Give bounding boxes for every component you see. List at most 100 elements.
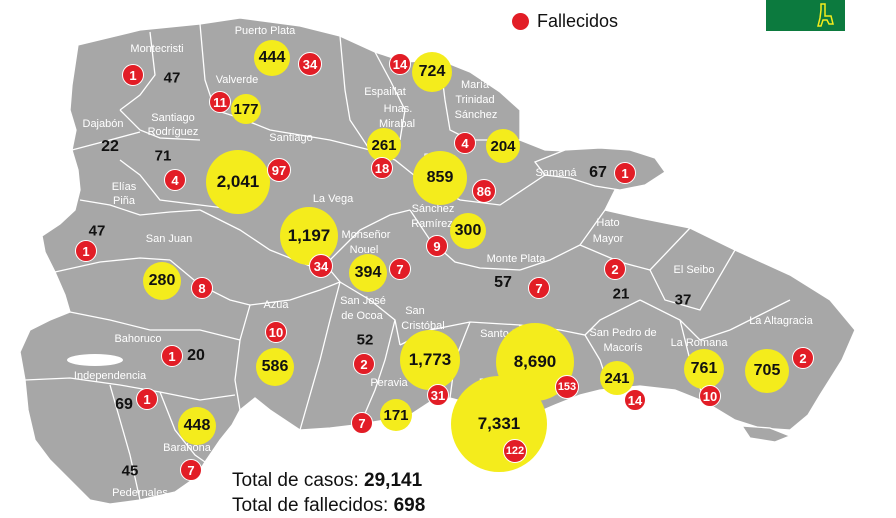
cases-bubble-valverde: 177 (231, 94, 261, 124)
total-cases-value: 29,141 (364, 470, 423, 491)
deaths-bubble-san-jose-de-ocoa: 2 (353, 353, 375, 375)
province-name-maria-trinidad-sanchez: María (461, 79, 490, 91)
deaths-bubble-espaillat: 14 (389, 53, 411, 75)
deaths-bubble-monsenor-nouel: 7 (389, 258, 411, 280)
deaths-bubble-distrito-nacional: 122 (503, 439, 527, 463)
deaths-bubble-duarte: 86 (472, 179, 496, 203)
province-name-barahona: Barahona (163, 442, 212, 454)
province-name-azua: Azua (263, 299, 289, 311)
cases-bubble-independencia: 69 (115, 396, 133, 413)
total-deaths-value: 698 (393, 495, 426, 516)
deaths-bubble-maria-trinidad-sanchez: 4 (454, 132, 476, 154)
brand-logo (766, 0, 845, 31)
cases-bubble-monte-plata: 57 (494, 274, 512, 291)
cases-bubble-maria-trinidad-sanchez: 204 (486, 129, 520, 163)
bird-logo-icon (817, 3, 834, 27)
province-name-dajabon: Dajabón (83, 118, 124, 130)
totals: Total de casos: 29,141 Total de fallecid… (232, 468, 425, 518)
deaths-bubble-peravia: 7 (351, 412, 373, 434)
province-name-elias-pina: Piña (113, 195, 136, 207)
cases-bubble-el-seibo: 37 (674, 291, 692, 309)
dominican-republic-map: Montecristi Puerto Plata Valverde Dajabón Sa… (19, 17, 856, 504)
deaths-bubble-bahoruco: 1 (161, 345, 183, 367)
deaths-bubble-monte-plata: 7 (528, 277, 550, 299)
legend: Fallecidos (512, 11, 618, 32)
province-name-san-cristobal: Cristóbal (401, 320, 444, 332)
total-cases-line: Total de casos: 29,141 (232, 468, 425, 493)
cases-bubble-san-juan: 280 (143, 262, 181, 300)
total-deaths-line: Total de fallecidos: 698 (232, 493, 425, 518)
province-name-valverde: Valverde (216, 74, 259, 86)
cases-bubble-unlabeled: 724 (412, 52, 452, 92)
province-name-la-altagracia: La Altagracia (749, 315, 813, 327)
cases-bubble-hnas-mirabal: 261 (367, 128, 401, 162)
province-name-independencia: Independencia (74, 370, 147, 382)
cases-bubble-distrito-nacional: 7,331 (451, 376, 547, 472)
province-name-maria-trinidad-sanchez: Trinidad (455, 94, 494, 106)
cases-bubble-san-cristobal: 1,773 (400, 330, 460, 390)
province-name-santiago: Santiago (269, 132, 312, 144)
province-name-bahoruco: Bahoruco (114, 333, 161, 345)
deaths-bubble-la-romana: 10 (699, 385, 721, 407)
province-name-san-jose-de-ocoa: San José (340, 295, 386, 307)
cases-bubble-montecristi: 47 (163, 69, 181, 87)
province-name-san-pedro-de-macoris: San Pedro de (589, 327, 656, 339)
deaths-bubble-samana: 1 (614, 162, 636, 184)
province-name-santiago-rodriguez: Santiago (151, 112, 194, 124)
province-name-la-vega: La Vega (313, 193, 354, 205)
cases-bubble-la-romana: 761 (684, 349, 724, 389)
province-name-la-romana: La Romana (671, 337, 729, 349)
total-cases-label: Total de casos: (232, 470, 359, 491)
deaths-bubble-santo-domingo: 153 (555, 375, 579, 399)
deaths-bubble-san-cristobal: 31 (427, 384, 449, 406)
province-name-peravia: Peravia (370, 377, 408, 389)
cases-bubble-monsenor-nouel: 394 (349, 254, 387, 292)
province-labels: Montecristi Puerto Plata Valverde Dajabón Sa… (74, 25, 814, 499)
province-name-hnas-mirabal: Hnas. (384, 103, 413, 115)
cases-bubble-san-pedro-de-macoris: 241 (600, 361, 634, 395)
province-name-montecristi: Montecristi (130, 43, 183, 55)
province-name-espaillat: Espaillat (364, 86, 406, 98)
deaths-bubble-santiago: 97 (267, 158, 291, 182)
province-name-hato-mayor: Mayor (593, 233, 624, 245)
province-name-monte-plata: Monte Plata (487, 253, 547, 265)
province-name-el-seibo: El Seibo (674, 264, 715, 276)
cases-bubble-santiago: 2,041 (206, 150, 270, 214)
deaths-legend-swatch (512, 13, 529, 30)
cases-bubble-duarte: 859 (413, 151, 467, 205)
deaths-bubble-hnas-mirabal: 18 (371, 157, 393, 179)
deaths-bubble-independencia: 1 (136, 388, 158, 410)
cases-bubble-hato-mayor: 21 (612, 285, 630, 303)
deaths-bubble-la-altagracia: 2 (792, 347, 814, 369)
province-name-san-cristobal: San (405, 305, 425, 317)
cases-bubble-peravia: 171 (380, 399, 412, 431)
cases-bubble-bahoruco: 20 (187, 347, 205, 364)
province-name-sanchez-ramirez: Sánchez (412, 203, 455, 215)
deaths-bubble-montecristi: 1 (122, 64, 144, 86)
province-name-san-juan: San Juan (146, 233, 192, 245)
province-name-maria-trinidad-sanchez: Sánchez (455, 109, 498, 121)
province-name-puerto-plata: Puerto Plata (235, 25, 296, 37)
province-name-pedernales: Pedernales (112, 487, 168, 499)
cases-bubble-barahona: 448 (178, 407, 216, 445)
deaths-bubble-san-pedro-de-macoris: 14 (624, 389, 646, 411)
deaths-bubble-hato-mayor: 2 (604, 258, 626, 280)
deaths-bubble-azua: 10 (265, 321, 287, 343)
deaths-bubble-santiago-rodriguez: 4 (164, 169, 186, 191)
cases-bubble-puerto-plata: 444 (254, 40, 290, 76)
province-name-san-jose-de-ocoa: de Ocoa (341, 310, 383, 322)
cases-bubble-elias-pina: 47 (88, 222, 106, 240)
province-name-sanchez-ramirez: Ramírez (411, 218, 453, 230)
cases-bubble-la-altagracia: 705 (745, 349, 789, 393)
lake-enriquillo (67, 354, 123, 366)
province-name-hnas-mirabal: Mirabal (379, 118, 415, 130)
cases-bubble-azua: 586 (256, 348, 294, 386)
deaths-bubble-san-juan: 8 (191, 277, 213, 299)
deaths-bubble-elias-pina: 1 (75, 240, 97, 262)
cases-bubble-sanchez-ramirez: 300 (450, 213, 486, 249)
cases-bubble-samana: 67 (589, 164, 607, 181)
deaths-bubble-la-vega: 34 (309, 254, 333, 278)
province-name-samana: Samaná (536, 167, 578, 179)
cases-bubble-santiago-rodriguez: 71 (154, 147, 172, 165)
cases-bubble-dajabon: 22 (101, 138, 119, 155)
